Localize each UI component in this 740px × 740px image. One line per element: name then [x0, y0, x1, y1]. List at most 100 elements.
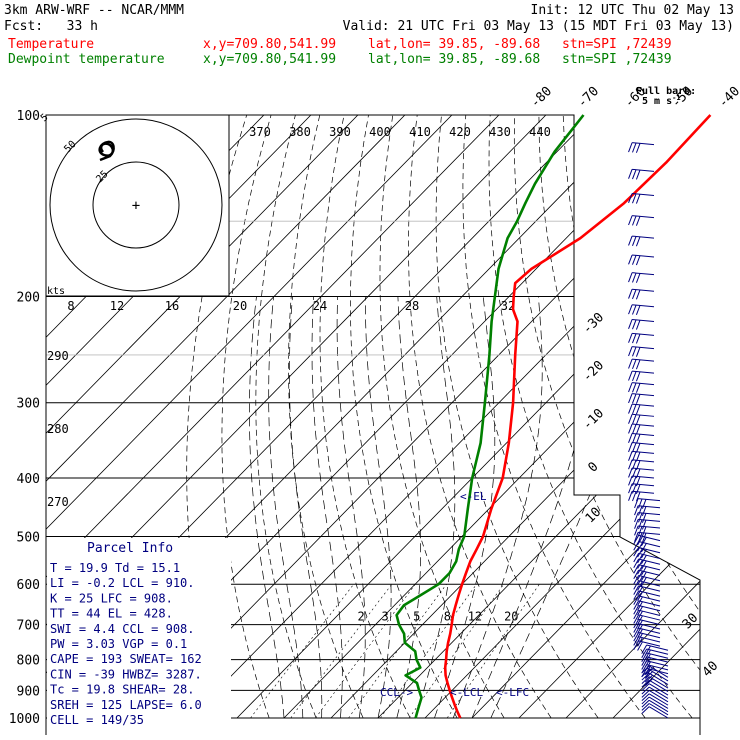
- wind-barb: [641, 644, 669, 655]
- speed-tick-12: 12: [110, 299, 124, 313]
- isotherm-line: [424, 115, 700, 719]
- isotherm-line: [46, 115, 406, 719]
- isotherm-line: [46, 115, 500, 719]
- hodograph-trace: [98, 140, 115, 162]
- dewpoint-legend-label: Dewpoint temperature: [8, 52, 165, 67]
- isotherm-label--30: -30: [580, 310, 607, 337]
- mixing-ratio-label-3: 3: [381, 610, 388, 624]
- wind-barb: [628, 403, 655, 415]
- dry-adiabat-label-290: 290: [47, 349, 69, 363]
- isotherm-line: [565, 115, 700, 719]
- dry-adiabat-line: [255, 115, 317, 719]
- mixing-ratio-line: [348, 584, 447, 719]
- moist-adiabat-line: [249, 296, 285, 719]
- mixing-ratio-label-5: 5: [413, 610, 420, 624]
- moist-adiabat-line: [452, 296, 543, 719]
- wind-barb: [628, 442, 655, 453]
- isotherm-label--40: -40: [716, 84, 740, 111]
- wind-barb: [633, 585, 661, 596]
- isotherm-label-0: 0: [585, 459, 601, 475]
- moist-adiabat-line: [336, 296, 366, 719]
- el-label: <-EL: [460, 490, 487, 503]
- wind-barb: [634, 498, 661, 509]
- parcel-info-row: SWI = 4.4 CCL = 908.: [50, 622, 195, 636]
- hodograph-box: [45, 114, 230, 297]
- theta-label-440: 440: [529, 125, 551, 139]
- wind-barb: [641, 676, 669, 689]
- dry-adiabat-label-280: 280: [47, 422, 69, 436]
- wind-barb: [641, 706, 669, 719]
- wind-barb: [628, 142, 655, 153]
- dry-adiabat-line: [513, 115, 700, 719]
- wind-barb: [628, 393, 655, 404]
- wind-barb: [628, 346, 655, 357]
- wind-barb: [633, 534, 661, 547]
- wind-barb: [641, 703, 669, 716]
- parcel-info-row: CAPE = 193 SWEAT= 162: [50, 652, 202, 666]
- theta-label-430: 430: [489, 125, 511, 139]
- wind-barb: [633, 546, 661, 559]
- mixing-ratio-label-8: 8: [444, 610, 451, 624]
- wind-barb: [634, 518, 661, 530]
- speed-tick-32: 32: [501, 299, 515, 313]
- dry-adiabat-line: [435, 115, 599, 719]
- wind-barb: [633, 631, 661, 643]
- wind-barb: [628, 318, 655, 330]
- mixing-ratio-label-20: 20: [504, 610, 518, 624]
- isotherm-line: [46, 115, 453, 719]
- theta-label-380: 380: [289, 125, 311, 139]
- parcel-info-panel: Parcel Info T = 19.9 Td = 15.1LI = -0.2 …: [47, 538, 231, 734]
- dry-adiabat-line: [587, 115, 700, 719]
- wind-barb: [633, 627, 661, 639]
- mixing-ratio-line: [290, 584, 393, 719]
- dry-adiabat-label-270: 270: [47, 495, 69, 509]
- isotherm-line: [612, 115, 700, 719]
- pressure-label-100: 100: [17, 109, 40, 124]
- wind-barb: [633, 564, 661, 576]
- parcel-info-row: T = 19.9 Td = 15.1: [50, 561, 180, 575]
- dewpoint-trace: [395, 114, 585, 719]
- theta-label-370: 370: [249, 125, 271, 139]
- moist-adiabat-line: [311, 296, 343, 719]
- wind-barb: [628, 483, 655, 495]
- mixing-ratio-labels: 2 3 5 8 12 20: [357, 610, 518, 624]
- parcel-info-title: Parcel Info: [87, 541, 173, 556]
- dewpoint-legend-xy: x,y=709.80,541.99: [203, 52, 336, 67]
- wind-barb: [641, 699, 669, 713]
- wind-barb: [633, 605, 661, 616]
- moist-adiabat-line: [268, 296, 304, 718]
- isotherm-line: [236, 115, 700, 719]
- parcel-info-row: LI = -0.2 LCL = 910.: [50, 576, 195, 590]
- wind-barb: [633, 609, 661, 621]
- wind-barb: [641, 693, 669, 706]
- hodograph-ring-25: [92, 161, 180, 249]
- pressure-label-500: 500: [17, 530, 40, 545]
- isotherm-label-10: 10: [583, 505, 605, 527]
- wind-barb: [633, 574, 661, 587]
- isotherm-line: [518, 115, 700, 719]
- wind-barb: [628, 490, 655, 502]
- model-title: 3km ARW-WRF -- NCAR/MMM: [4, 3, 184, 18]
- wind-barb: [628, 370, 655, 382]
- parcel-info-background: [47, 538, 231, 734]
- wind-barb: [633, 595, 661, 606]
- mixing-ratio-label-2: 2: [357, 610, 364, 624]
- wind-barb: [628, 168, 655, 180]
- speed-tick-16: 16: [165, 299, 179, 313]
- pressure-label-600: 600: [17, 578, 40, 593]
- speed-tick-28: 28: [405, 299, 419, 313]
- pressure-label-400: 400: [17, 472, 40, 487]
- wind-barb: [633, 580, 661, 591]
- wind-barb: [634, 531, 661, 543]
- pressure-label-200: 200: [17, 291, 40, 306]
- wind-barb: [628, 358, 655, 370]
- isotherm-line: [471, 115, 700, 719]
- temperature-legend-xy: x,y=709.80,541.99: [203, 37, 336, 52]
- isotherm-line: [46, 115, 359, 719]
- temperature-legend-latlon: lat,lon= 39.85, -89.68: [368, 37, 540, 52]
- wind-barb: [628, 432, 655, 444]
- hodograph: + 5 25 50 kts: [39, 112, 230, 297]
- speed-tick-24: 24: [313, 299, 327, 313]
- wind-barb: [628, 413, 655, 425]
